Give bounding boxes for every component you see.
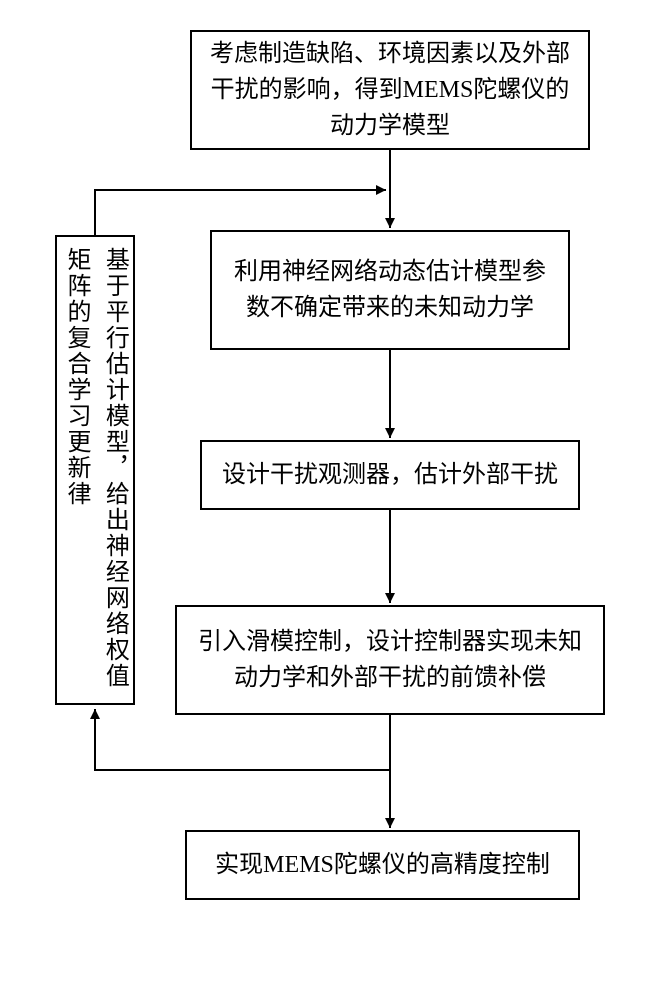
step-5-text: 实现MEMS陀螺仪的高精度控制 xyxy=(215,847,550,883)
step-1-text: 考虑制造缺陷、环境因素以及外部干扰的影响，得到MEMS陀螺仪的动力学模型 xyxy=(204,36,576,144)
step-4-text: 引入滑模控制，设计控制器实现未知动力学和外部干扰的前馈补偿 xyxy=(189,624,591,696)
step-2-text: 利用神经网络动态估计模型参数不确定带来的未知动力学 xyxy=(224,254,556,326)
side-feedback-text: 基于平行估计模型，给出神经网络权值矩阵的复合学习更新律 xyxy=(57,247,134,693)
arrow-side-to-main xyxy=(95,190,386,235)
step-3-box: 设计干扰观测器，估计外部干扰 xyxy=(200,440,580,510)
arrow-main-to-side xyxy=(95,709,390,770)
side-feedback-box: 基于平行估计模型，给出神经网络权值矩阵的复合学习更新律 xyxy=(55,235,135,705)
step-3-text: 设计干扰观测器，估计外部干扰 xyxy=(222,457,558,493)
step-1-box: 考虑制造缺陷、环境因素以及外部干扰的影响，得到MEMS陀螺仪的动力学模型 xyxy=(190,30,590,150)
step-2-box: 利用神经网络动态估计模型参数不确定带来的未知动力学 xyxy=(210,230,570,350)
step-4-box: 引入滑模控制，设计控制器实现未知动力学和外部干扰的前馈补偿 xyxy=(175,605,605,715)
step-5-box: 实现MEMS陀螺仪的高精度控制 xyxy=(185,830,580,900)
